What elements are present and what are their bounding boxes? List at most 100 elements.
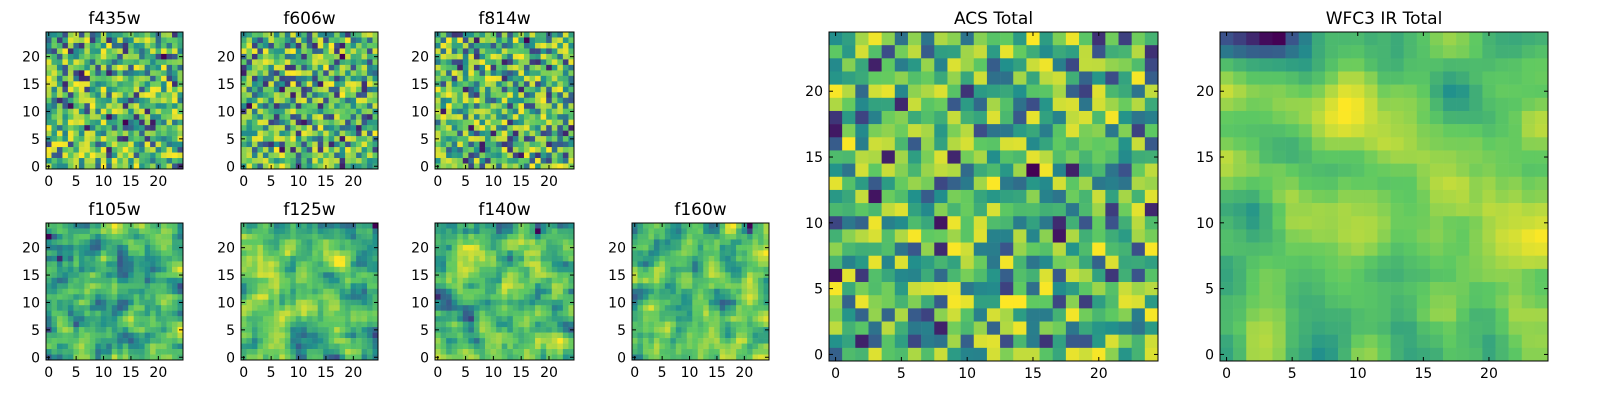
heatmap-cell [501,130,508,137]
heatmap-cell [128,244,134,251]
heatmap-cell [496,316,503,322]
heatmap-cell [323,59,329,66]
heatmap-cell [675,310,682,317]
heatmap-cell [100,250,107,257]
heatmap-cell [257,114,264,120]
heatmap-cell [659,321,666,328]
heatmap-cell [725,332,731,339]
heatmap-cell [155,103,162,110]
heatmap-cell [62,299,69,306]
heatmap-cell [150,158,156,164]
heatmap-cell [241,103,247,110]
heatmap-cell [1092,32,1106,46]
heatmap-cell [881,45,896,59]
heatmap-cell [681,294,688,301]
heatmap-cell [73,136,80,142]
heatmap-cell [301,97,308,104]
heatmap-cell [535,283,541,290]
heatmap-cell [111,37,118,44]
heatmap-cell [485,349,491,355]
heatmap-cell [317,92,324,99]
y-tick-label: 5 [420,132,429,148]
heatmap-cell [95,343,102,350]
heatmap-cell [479,97,486,104]
heatmap-cell [741,310,748,317]
heatmap-cell [435,261,441,268]
heatmap-cell [490,244,497,251]
heatmap-cell [947,71,961,85]
heatmap-cell [1013,163,1027,178]
heatmap-cell [67,294,74,301]
heatmap-cell [262,48,269,55]
heatmap-cell [133,97,140,104]
heatmap-cell [150,147,156,153]
heatmap-cell [568,48,575,55]
heatmap-cell [133,136,140,142]
heatmap-cell [89,53,96,60]
heatmap-cell [557,239,564,246]
heatmap-cell [664,299,671,306]
heatmap-cell [122,64,129,71]
heatmap-cell [284,244,291,251]
heatmap-cell [653,283,660,290]
heatmap-cell [473,244,480,251]
heatmap-cell [100,294,107,301]
heatmap-cell [312,119,319,126]
heatmap-cell [703,316,710,322]
heatmap-cell [290,152,297,159]
heatmap-cell [139,250,145,257]
heatmap-cell [273,158,280,164]
heatmap-cell [468,255,475,262]
heatmap-cell [334,228,340,235]
heatmap-cell [501,86,508,93]
heatmap-cell [89,244,96,251]
heatmap-cell [485,261,491,268]
heatmap-cell [507,338,514,344]
heatmap-cell [339,92,346,99]
heatmap-cell [551,37,558,44]
heatmap-cell [323,239,329,246]
heatmap-cell [273,261,280,268]
heatmap-cell [512,92,519,99]
heatmap-cell [306,136,313,142]
heatmap-cell [268,114,275,120]
heatmap-cell [268,338,275,344]
heatmap-cell [648,277,655,284]
heatmap-cell [268,64,275,71]
heatmap-cell [529,250,536,257]
heatmap-cell [708,299,715,306]
heatmap-cell [529,266,536,273]
heatmap-cell [518,349,525,355]
heatmap-cell [155,332,162,339]
heatmap-cell [637,294,644,301]
heatmap-cell [446,32,452,38]
heatmap-cell [648,327,655,333]
heatmap-cell [557,283,564,290]
heatmap-cell [345,294,351,301]
heatmap-cell [752,244,759,251]
heatmap-cell [89,338,96,344]
heatmap-cell [708,343,715,350]
x-tick-label: 15 [122,365,140,381]
heatmap-cell [529,228,536,235]
heatmap-cell [56,136,63,142]
heatmap-cell [372,316,379,322]
heatmap-cell [446,48,452,55]
heatmap-cell [1052,163,1067,178]
heatmap-cell [56,349,63,355]
heatmap-cell [451,272,458,279]
heatmap-cell [457,343,464,350]
heatmap-cell [540,343,547,350]
heatmap-cell [468,70,475,77]
heatmap-cell [328,158,335,164]
heatmap-cell [73,59,80,66]
heatmap-cell [479,119,486,126]
heatmap-cell [339,299,346,306]
heatmap-cell [535,53,541,60]
heatmap-cell [457,332,464,339]
heatmap-cell [529,97,536,104]
heatmap-cell [122,228,129,235]
heatmap-cell [262,349,269,355]
heatmap-cell [507,305,514,311]
heatmap-cell [440,255,447,262]
